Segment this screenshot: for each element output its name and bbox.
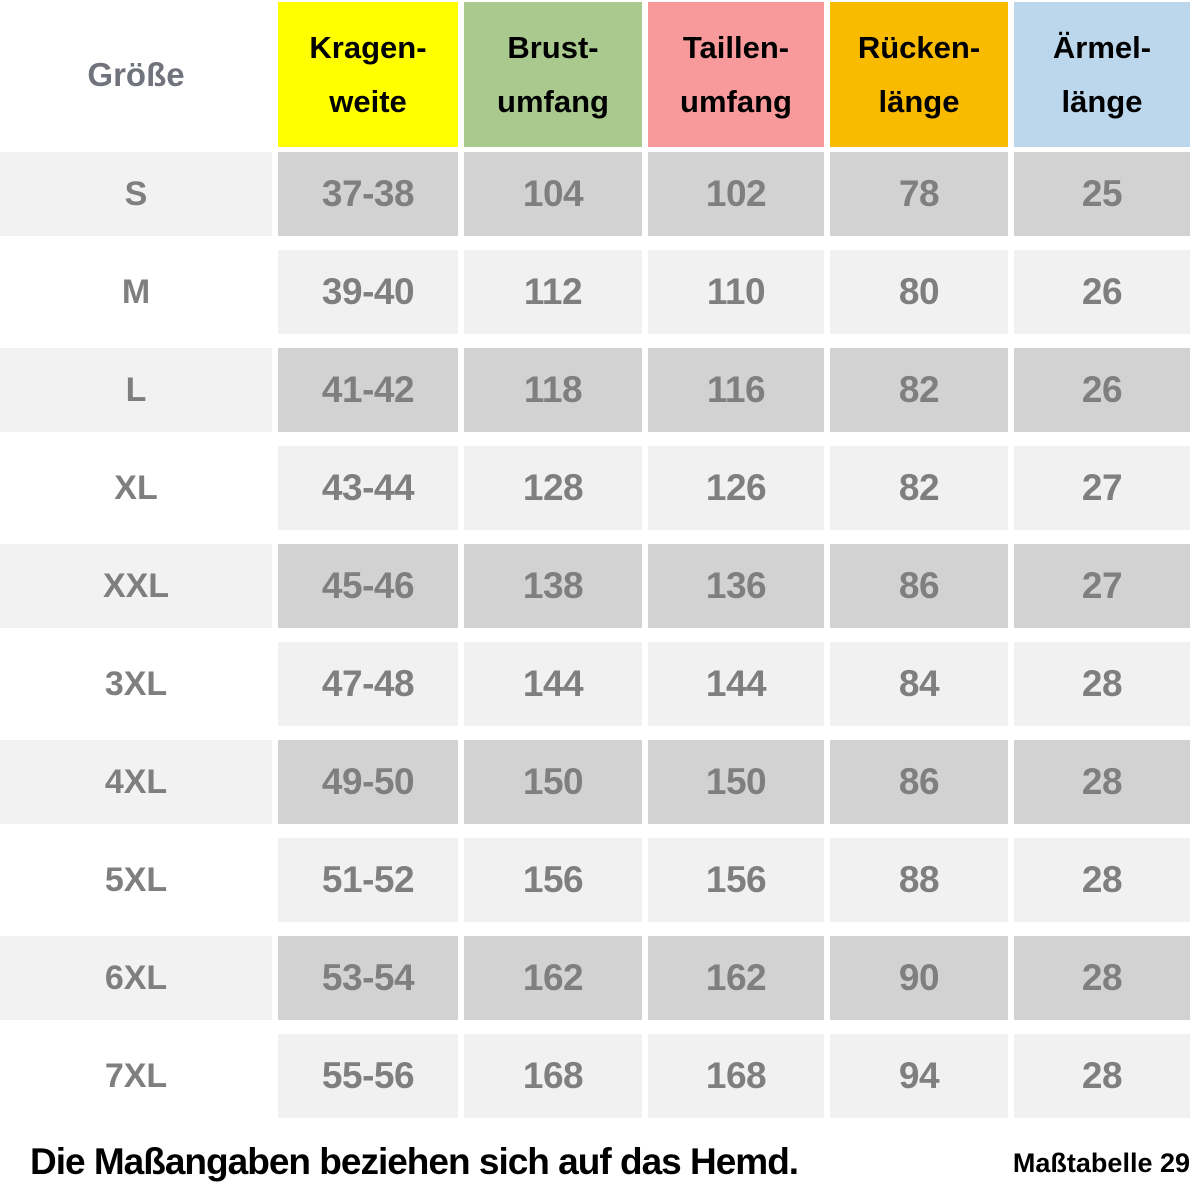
size-label: 5XL [0,838,272,922]
column-header-3: Rücken-länge [830,2,1008,147]
value-cell: 136 [648,544,824,628]
table-row-L: L 41-42 118 116 82 26 [0,348,1190,432]
value-cell: 41-42 [278,348,458,432]
column-header-1-line2: umfang [497,83,609,119]
value-cell: 110 [648,250,824,334]
table-row-6XL: 6XL 53-54 162 162 90 28 [0,936,1190,1020]
value-cell: 150 [464,740,642,824]
value-cell: 156 [648,838,824,922]
table-row-7XL: 7XL 55-56 168 168 94 28 [0,1034,1190,1118]
size-column-header-label: Größe [87,55,185,93]
table-row-XXL: XXL 45-46 138 136 86 27 [0,544,1190,628]
table-row-5XL: 5XL 51-52 156 156 88 28 [0,838,1190,922]
value-cell: 37-38 [278,152,458,236]
value-cell: 53-54 [278,936,458,1020]
value-cell: 118 [464,348,642,432]
value-cell: 94 [830,1034,1008,1118]
size-label: 7XL [0,1034,272,1118]
value-cell: 156 [464,838,642,922]
column-header-2-line1: Taillen- [682,29,790,65]
value-cell: 138 [464,544,642,628]
value-cell: 28 [1014,740,1190,824]
value-cell: 82 [830,446,1008,530]
value-cell: 28 [1014,642,1190,726]
size-label: XXL [0,544,272,628]
value-cell: 128 [464,446,642,530]
value-cell: 51-52 [278,838,458,922]
table-body: S 37-38 104 102 78 25 M 39-40 112 110 80 26 L 41-42 11… [0,152,1200,1118]
value-cell: 126 [648,446,824,530]
value-cell: 116 [648,348,824,432]
value-cell: 45-46 [278,544,458,628]
column-header-0: Kragen-weite [278,2,458,147]
size-label: 3XL [0,642,272,726]
value-cell: 150 [648,740,824,824]
value-cell: 82 [830,348,1008,432]
column-header-3-line1: Rücken- [857,29,981,65]
column-header-2: Taillen-umfang [648,2,824,147]
value-cell: 78 [830,152,1008,236]
value-cell: 49-50 [278,740,458,824]
table-row-4XL: 4XL 49-50 150 150 86 28 [0,740,1190,824]
value-cell: 86 [830,740,1008,824]
value-cell: 144 [648,642,824,726]
column-header-0-line1: Kragen- [309,29,427,65]
size-column-header: Größe [0,2,272,147]
size-label: XL [0,446,272,530]
column-header-1: Brust-umfang [464,2,642,147]
value-cell: 90 [830,936,1008,1020]
column-header-4: Ärmel-länge [1014,2,1190,147]
value-cell: 86 [830,544,1008,628]
size-label: M [0,250,272,334]
value-cell: 28 [1014,1034,1190,1118]
size-label: 6XL [0,936,272,1020]
value-cell: 168 [464,1034,642,1118]
table-header-row: Größe Kragen-weite Brust-umfang Taillen-um… [0,0,1190,147]
value-cell: 104 [464,152,642,236]
size-label: S [0,152,272,236]
value-cell: 26 [1014,348,1190,432]
value-cell: 43-44 [278,446,458,530]
column-header-3-line2: länge [878,83,960,119]
value-cell: 84 [830,642,1008,726]
value-cell: 55-56 [278,1034,458,1118]
table-row-XL: XL 43-44 128 126 82 27 [0,446,1190,530]
value-cell: 162 [464,936,642,1020]
table-row-3XL: 3XL 47-48 144 144 84 28 [0,642,1190,726]
value-cell: 162 [648,936,824,1020]
chart-number-label: Maßtabelle 29 [1012,1148,1190,1178]
size-label: 4XL [0,740,272,824]
value-cell: 80 [830,250,1008,334]
value-cell: 27 [1014,544,1190,628]
value-cell: 168 [648,1034,824,1118]
table-row-S: S 37-38 104 102 78 25 [0,152,1190,236]
column-header-0-line2: weite [329,83,407,119]
column-header-2-line2: umfang [680,83,792,119]
value-cell: 144 [464,642,642,726]
value-cell: 112 [464,250,642,334]
value-cell: 28 [1014,838,1190,922]
footer: Die Maßangaben beziehen sich auf das Hem… [30,1141,1190,1183]
value-cell: 28 [1014,936,1190,1020]
size-label: L [0,348,272,432]
value-cell: 47-48 [278,642,458,726]
value-cell: 26 [1014,250,1190,334]
column-header-1-line1: Brust- [507,29,599,65]
column-header-4-line1: Ärmel- [1052,29,1152,65]
value-cell: 27 [1014,446,1190,530]
measurement-note: Die Maßangaben beziehen sich auf das Hem… [30,1141,799,1182]
value-cell: 25 [1014,152,1190,236]
table-row-M: M 39-40 112 110 80 26 [0,250,1190,334]
value-cell: 102 [648,152,824,236]
column-header-4-line2: länge [1061,83,1143,119]
value-cell: 39-40 [278,250,458,334]
value-cell: 88 [830,838,1008,922]
